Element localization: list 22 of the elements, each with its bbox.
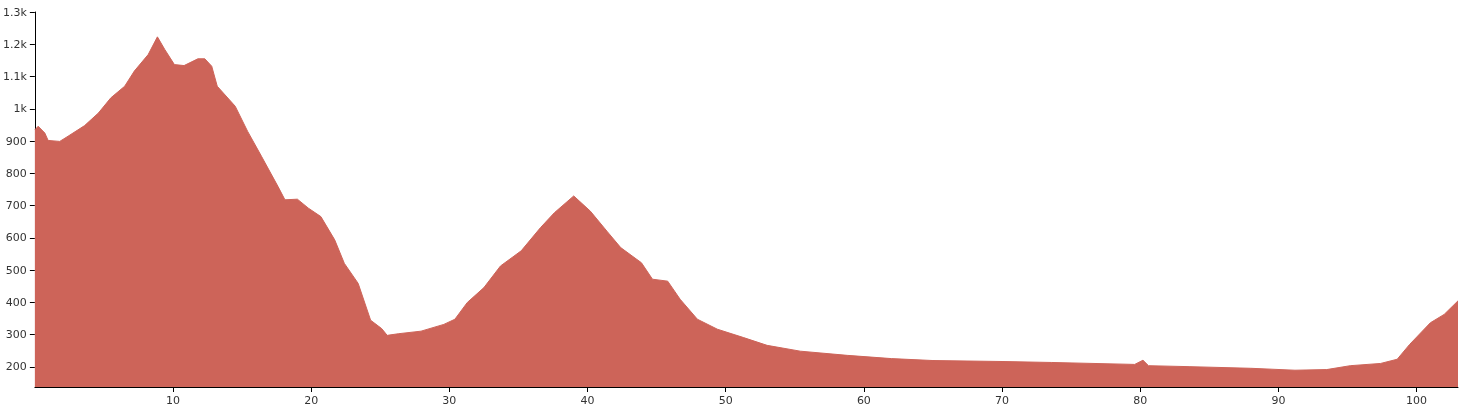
y-tick-label: 200 [5, 360, 27, 374]
x-tick-label: 80 [1133, 394, 1148, 407]
x-tick-label: 60 [856, 394, 871, 407]
x-tick-label: 40 [580, 394, 595, 407]
x-tick-label: 100 [1406, 394, 1428, 407]
y-tick-label: 1.3k [2, 5, 28, 19]
y-tick-label: 500 [5, 263, 27, 277]
y-tick-label: 800 [5, 166, 27, 180]
x-tick-label: 90 [1271, 394, 1286, 407]
y-tick-label: 1.2k [2, 37, 28, 51]
y-tick-label: 700 [5, 199, 27, 213]
y-tick-label: 1k [13, 102, 28, 116]
x-tick-label: 70 [995, 394, 1010, 407]
y-tick-label: 600 [5, 231, 27, 245]
y-tick-label: 900 [5, 134, 27, 148]
x-tick-label: 30 [442, 394, 457, 407]
x-tick-label: 10 [166, 394, 181, 407]
y-tick-label: 400 [5, 295, 27, 309]
x-tick-label: 50 [718, 394, 733, 407]
y-tick-label: 300 [5, 328, 27, 342]
y-tick-label: 1.1k [2, 70, 28, 84]
x-tick-label: 20 [304, 394, 319, 407]
